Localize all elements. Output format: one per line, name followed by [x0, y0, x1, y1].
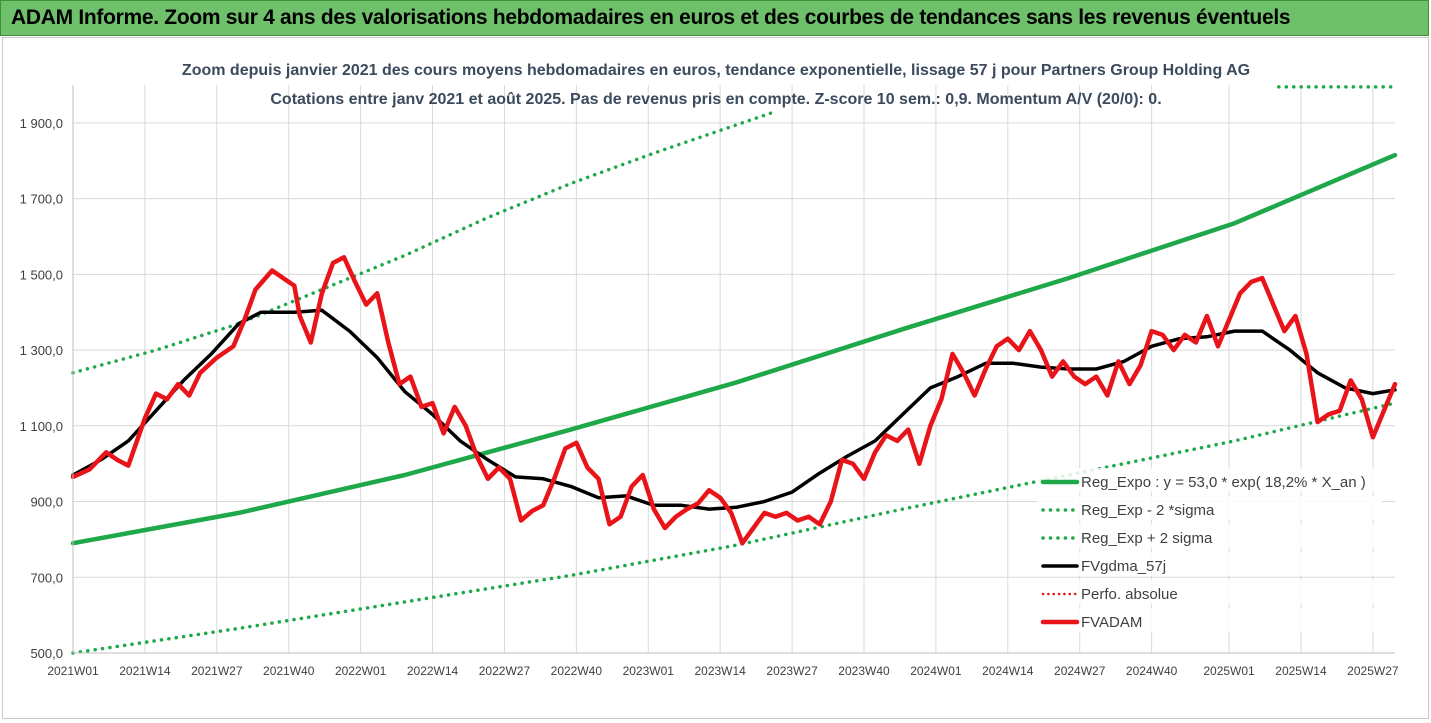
- banner-title: ADAM Informe. Zoom sur 4 ans des valoris…: [11, 6, 1291, 29]
- legend-item-bg: [1037, 608, 1382, 632]
- legend-label: FVADAM: [1081, 614, 1142, 631]
- x-tick-label: 2024W40: [1126, 664, 1178, 678]
- x-tick-label: 2023W40: [838, 664, 890, 678]
- y-tick-label: 900,0: [30, 495, 63, 510]
- legend-label: Perfo. absolue: [1081, 586, 1178, 603]
- x-tick-label: 2024W14: [982, 664, 1034, 678]
- chart-subtitle: Cotations entre janv 2021 et août 2025. …: [270, 91, 1161, 108]
- x-tick-label: 2022W27: [479, 664, 531, 678]
- report-banner: ADAM Informe. Zoom sur 4 ans des valoris…: [0, 0, 1429, 36]
- x-tick-label: 2021W01: [47, 664, 99, 678]
- y-tick-label: 700,0: [30, 570, 63, 585]
- legend-label: FVgdma_57j: [1081, 558, 1166, 575]
- x-tick-label: 2024W27: [1054, 664, 1106, 678]
- legend-item-bg: [1037, 524, 1382, 548]
- series-line-1: [71, 401, 1397, 655]
- x-tick-label: 2023W14: [694, 664, 746, 678]
- y-tick-label: 1 500,0: [20, 267, 63, 282]
- x-tick-label: 2025W27: [1347, 664, 1399, 678]
- x-tick-label: 2021W40: [263, 664, 315, 678]
- series-line-2: [71, 109, 778, 375]
- line-chart: Zoom depuis janvier 2021 des cours moyen…: [20, 62, 1399, 678]
- y-tick-label: 1 100,0: [20, 419, 63, 434]
- x-tick-label: 2021W27: [191, 664, 243, 678]
- x-tick-label: 2025W01: [1203, 664, 1255, 678]
- x-tick-label: 2022W01: [335, 664, 387, 678]
- y-axis: 500,0 700,0 900,0 1 100,0 1 300,0 1 500,0 1 70…: [20, 85, 74, 661]
- legend-item-bg: [1037, 552, 1382, 576]
- chart-title: Zoom depuis janvier 2021 des cours moyen…: [182, 62, 1250, 79]
- chart-area: Zoom depuis janvier 2021 des cours moyen…: [2, 37, 1429, 719]
- legend: Reg_Expo : y = 53,0 * exp( 18,2% * X_an …: [1037, 468, 1382, 632]
- series-line-6: [70, 255, 1398, 546]
- legend-item-bg: [1037, 496, 1382, 520]
- legend-label: Reg_Exp + 2 sigma: [1081, 530, 1213, 547]
- x-tick-label: 2021W14: [119, 664, 171, 678]
- x-tick-label: 2024W01: [910, 664, 962, 678]
- x-tick-label: 2023W27: [766, 664, 818, 678]
- x-tick-label: 2023W01: [623, 664, 675, 678]
- legend-label: Reg_Expo : y = 53,0 * exp( 18,2% * X_an …: [1081, 474, 1366, 491]
- series-line-0: [70, 152, 1398, 546]
- legend-item-bg: [1037, 580, 1382, 604]
- x-axis: 2021W01 2021W14 2021W27 2021W40 2022W01 2022W…: [47, 652, 1399, 678]
- y-tick-label: 500,0: [30, 646, 63, 661]
- legend-label: Reg_Exp - 2 *sigma: [1081, 502, 1215, 519]
- x-tick-label: 2022W14: [407, 664, 459, 678]
- y-tick-label: 1 300,0: [20, 343, 63, 358]
- x-tick-label: 2025W14: [1275, 664, 1327, 678]
- legend-item-bg: [1037, 468, 1382, 492]
- x-tick-label: 2022W40: [551, 664, 603, 678]
- y-tick-label: 1 900,0: [20, 116, 63, 131]
- series-lines: [70, 85, 1398, 655]
- y-tick-label: 1 700,0: [20, 192, 63, 207]
